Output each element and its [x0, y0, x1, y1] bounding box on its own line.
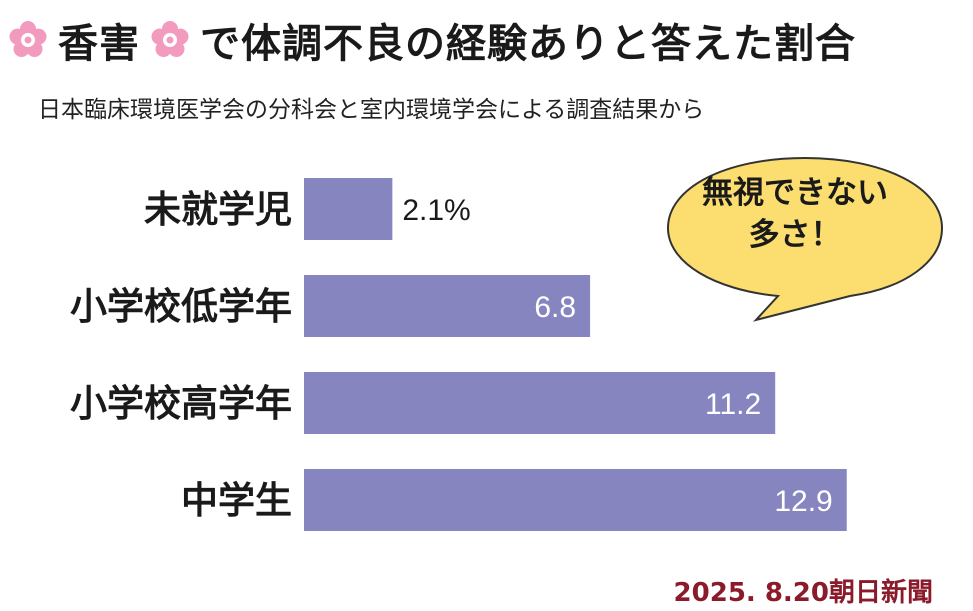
bar [304, 469, 847, 531]
category-label: 未就学児 [144, 188, 292, 231]
data-label: 6.8 [534, 291, 576, 324]
category-label: 小学校高学年 [70, 382, 292, 425]
data-label: 12.9 [774, 485, 832, 518]
subtitle: 日本臨床環境医学会の分科会と室内環境学会による調査結果から [38, 97, 705, 123]
bar [304, 178, 393, 240]
speech-bubble [666, 156, 944, 322]
bar [304, 372, 776, 434]
source-credit: 2025. 8.20朝日新聞 [673, 578, 933, 608]
flower-icon [9, 21, 47, 57]
flower-icon [151, 21, 189, 57]
category-label: 中学生 [181, 479, 292, 522]
title-row: 香害 で体調不良の経験ありと答えた割合 [8, 10, 856, 70]
callout-text: 無視できない 多さ！ [702, 175, 888, 253]
data-label: 11.2 [705, 388, 761, 421]
category-label: 小学校低学年 [70, 285, 292, 328]
data-label: 2.1% [402, 194, 470, 227]
title-rest: で体調不良の経験ありと答えた割合 [200, 21, 856, 67]
bar [304, 275, 591, 337]
title-main: 香害 [58, 21, 140, 67]
